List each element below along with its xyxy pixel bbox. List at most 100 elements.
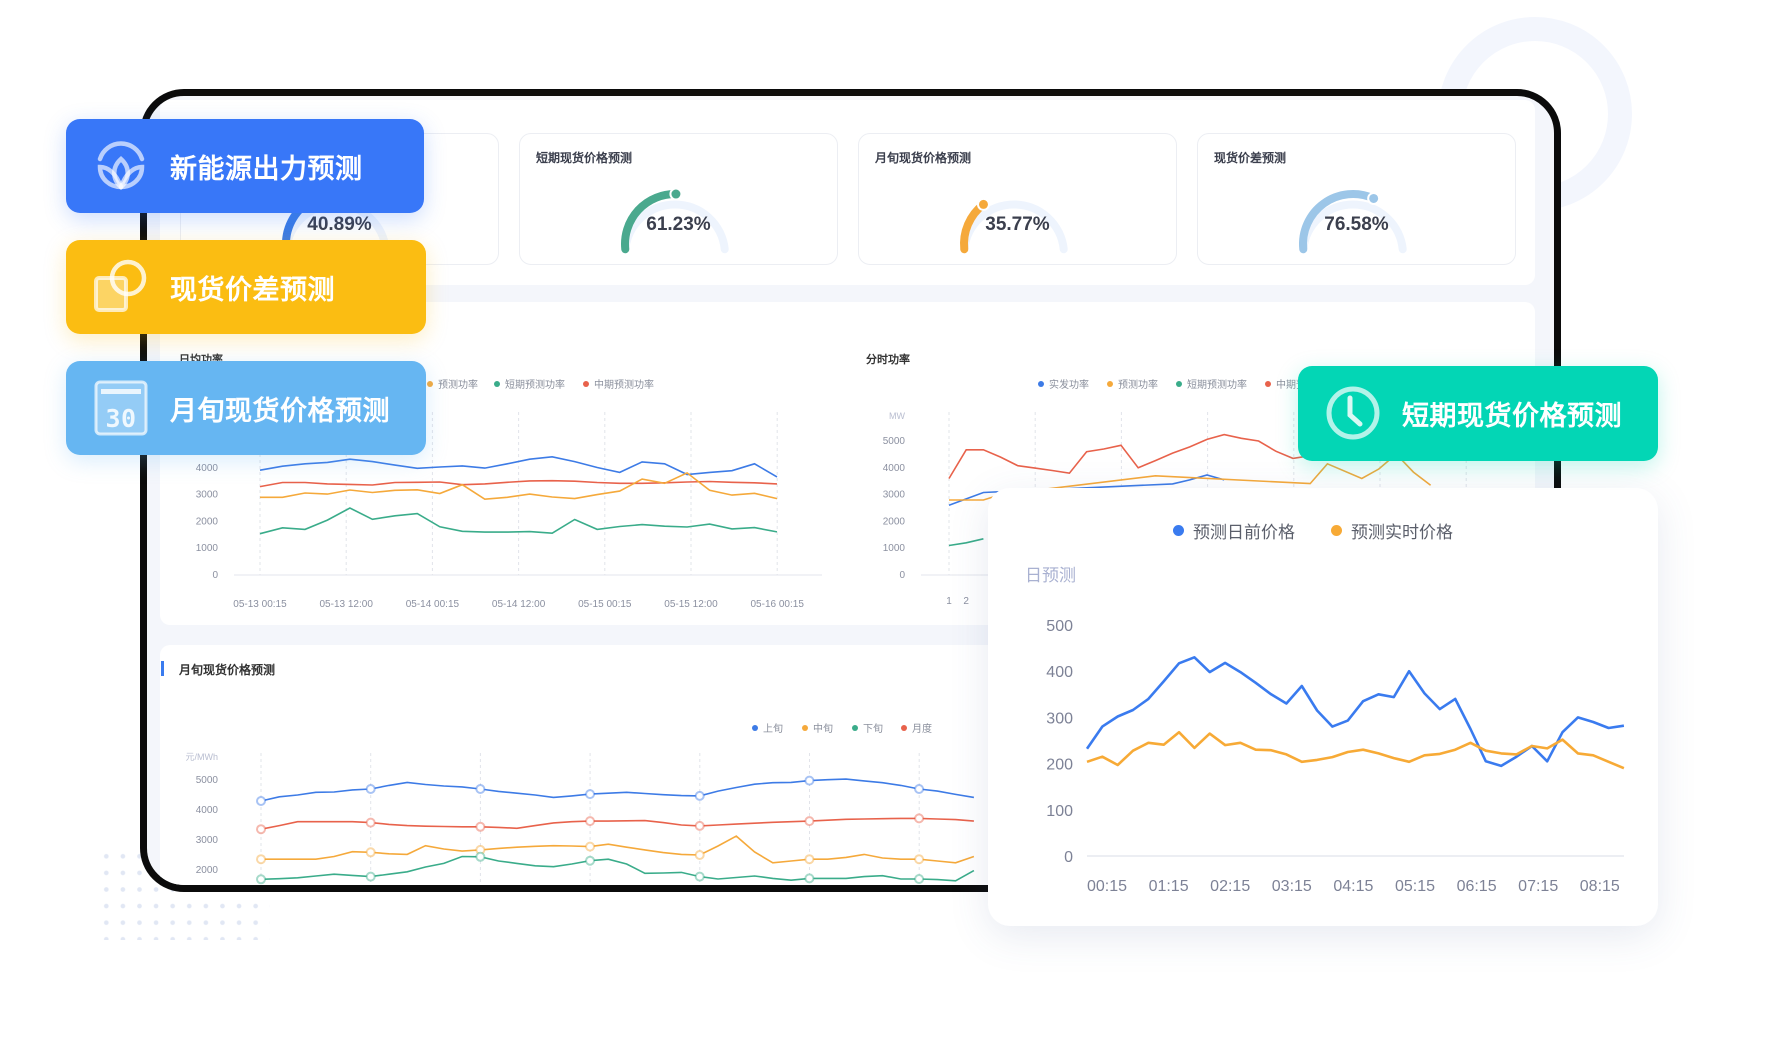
legend-item[interactable]: 中期预测功率 <box>583 376 654 391</box>
series-line <box>1085 656 1625 768</box>
y-tick-label: 3000 <box>883 490 906 501</box>
gauge-track <box>960 200 1068 254</box>
data-point-marker <box>256 854 266 865</box>
gauge-value: 40.89% <box>307 214 372 235</box>
data-point-marker <box>365 817 376 828</box>
title-accent-bar <box>161 661 164 676</box>
x-tick-label: 05-15 00:15 <box>578 599 632 610</box>
gauge-value: 76.58% <box>1324 214 1389 235</box>
gauge-title: 月旬现货价格预测 <box>875 151 972 165</box>
data-point-marker <box>585 841 596 852</box>
data-point-marker <box>804 816 815 827</box>
gauge-track <box>621 200 729 254</box>
chart-title: 月旬现货价格预测 <box>179 663 276 677</box>
data-point-marker <box>914 874 925 884</box>
x-tick-label: 01:15 <box>1149 878 1189 895</box>
x-tick-label: 05-13 12:00 <box>320 599 374 610</box>
series-line <box>259 455 778 478</box>
calendar-icon: 30 <box>94 380 148 436</box>
x-tick-label: 00:15 <box>1087 878 1127 895</box>
data-point-marker <box>694 820 705 831</box>
gauge-card[interactable]: 月旬现货价格预测 35.77% <box>858 133 1177 265</box>
x-tick-label: 05-16 00:15 <box>751 599 805 610</box>
data-point-marker <box>694 790 705 801</box>
data-point-marker <box>804 854 815 865</box>
y-axis-unit: 元/MWh <box>186 752 219 762</box>
legend-dot <box>583 380 589 387</box>
nav-button-monthly-price[interactable]: 30 月旬现货价格预测 <box>66 361 426 455</box>
x-tick-label: 08:15 <box>1580 878 1620 895</box>
series-line <box>260 817 974 830</box>
legend-item[interactable]: 预测实时价格 <box>1331 518 1453 543</box>
gauge-progress <box>1299 190 1378 254</box>
background-charts: 05-13 00:15 05-13 12:00 05-14 00:15 05-14 1… <box>186 411 1540 885</box>
legend-item[interactable]: 预测日前价格 <box>1173 518 1295 543</box>
legend-item[interactable]: 预测功率 <box>1107 376 1158 391</box>
nav-button-renewable-output[interactable]: 新能源出力预测 <box>66 119 424 213</box>
gauge-arc <box>621 187 729 254</box>
y-tick-label: 500 <box>1046 618 1073 635</box>
short-term-price-chart-card: 预测日前价格 预测实时价格 日预测 0 100 200 300 400 500 00:15 0… <box>988 488 1658 926</box>
nav-button-short-term-price[interactable]: 短期现货价格预测 <box>1298 366 1658 461</box>
legend-label: 中旬 <box>813 724 833 735</box>
y-tick-label: 400 <box>1046 664 1073 681</box>
data-point-marker <box>914 854 925 865</box>
legend-item[interactable]: 短期预测功率 <box>1176 376 1247 391</box>
series-line <box>948 474 1225 507</box>
y-tick-label: 2000 <box>196 516 219 527</box>
data-point-marker <box>694 871 705 882</box>
y-tick-label: 4000 <box>196 805 219 816</box>
series-line <box>261 835 975 864</box>
x-tick-label: 2 <box>963 596 969 607</box>
legend-item[interactable]: 实发功率 <box>1038 376 1089 391</box>
series-line <box>260 471 778 501</box>
y-tick-label: 5000 <box>883 436 906 447</box>
series-line <box>1086 730 1625 770</box>
x-tick-label: 02:15 <box>1210 878 1250 895</box>
nav-button-label: 短期现货价格预测 <box>1402 401 1622 431</box>
y-tick-label: 0 <box>899 570 905 581</box>
series-line <box>259 507 778 535</box>
legend-item[interactable]: 预测功率 <box>427 376 478 391</box>
y-tick-label: 100 <box>1046 803 1073 820</box>
legend-item[interactable]: 下旬 <box>852 720 883 735</box>
x-tick-label: 05-15 12:00 <box>664 599 718 610</box>
data-point-marker <box>365 784 376 794</box>
legend-label: 预测日前价格 <box>1193 523 1295 542</box>
legend-dot <box>852 724 858 731</box>
gauge-card[interactable]: 现货价差预测 76.58% <box>1197 133 1516 265</box>
gauge-value: 35.77% <box>985 214 1050 235</box>
y-axis-unit: MW <box>889 411 905 421</box>
legend-item[interactable]: 上旬 <box>752 720 783 735</box>
gauge-value: 61.23% <box>646 214 711 235</box>
legend-label: 短期预测功率 <box>1187 380 1247 391</box>
gauge-arc <box>960 197 1068 254</box>
x-tick-label: 06:15 <box>1457 878 1497 895</box>
gauge-card[interactable]: 短期现货价格预测 61.23% <box>519 133 838 265</box>
legend-dot <box>1107 380 1113 387</box>
y-tick-label: 2000 <box>883 516 906 527</box>
data-point-marker <box>256 874 266 885</box>
legend-dot <box>494 380 500 387</box>
x-tick-label: 1 <box>946 596 952 607</box>
data-point-marker <box>256 796 266 806</box>
legend-label: 预测实时价格 <box>1351 523 1453 542</box>
x-tick-label: 05-14 00:15 <box>406 599 460 610</box>
legend-label: 预测功率 <box>438 380 478 391</box>
y-axis-label: 日预测 <box>1025 566 1076 585</box>
chart-title: 分时功率 <box>866 354 910 366</box>
y-tick-label: 4000 <box>883 463 906 474</box>
legend-item[interactable]: 月度 <box>901 720 932 735</box>
legend-label: 下旬 <box>863 724 883 735</box>
legend-item[interactable]: 中旬 <box>802 720 833 735</box>
series-line <box>948 538 984 547</box>
legend-label: 短期预测功率 <box>505 380 565 391</box>
nav-button-label: 现货价差预测 <box>170 274 335 305</box>
nav-button-spot-spread[interactable]: 现货价差预测 <box>66 240 426 334</box>
gauge-track <box>1299 200 1407 254</box>
x-tick-label: 03:15 <box>1272 878 1312 895</box>
gauge-handle <box>1367 191 1381 205</box>
legend-dot <box>1265 380 1271 387</box>
data-point-marker <box>804 775 815 786</box>
legend-item[interactable]: 短期预测功率 <box>494 376 565 391</box>
